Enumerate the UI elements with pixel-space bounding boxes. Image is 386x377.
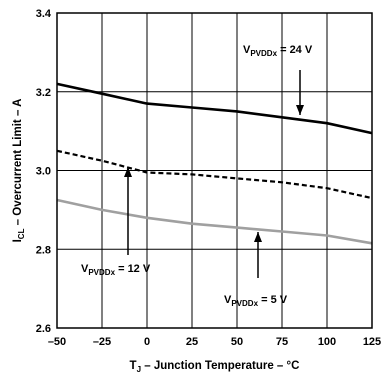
- series-layer: [56, 82, 373, 245]
- annotations-layer: VPVDDx = 24 V VPVDDx = 12 V VPVDDx = 5 V: [81, 44, 313, 308]
- x-tick-label: 100: [318, 336, 336, 348]
- x-tick-label: –25: [93, 336, 111, 348]
- series-label-12v: VPVDDx = 12 V: [81, 263, 151, 277]
- series-line-1: [56, 149, 373, 200]
- tick-labels: –50 –25 0 25 50 75 100 125 2.6 2.8 3.0 3.2 3.4: [36, 8, 381, 348]
- y-tick-label: 3.0: [36, 166, 51, 178]
- x-tick-label: 50: [231, 336, 243, 348]
- y-axis-title: ICL – Overcurrent Limit – A: [12, 99, 26, 243]
- x-tick-label: 0: [144, 336, 150, 348]
- plot-frame: [56, 12, 373, 329]
- series-label-24v: VPVDDx = 24 V: [243, 44, 313, 58]
- y-tick-label: 2.8: [36, 244, 51, 256]
- series-line-0: [56, 82, 373, 135]
- series-line-2: [56, 198, 373, 245]
- x-tick-label: –50: [48, 336, 66, 348]
- annotation-arrows: [124, 70, 304, 278]
- x-axis-title: TJ – Junction Temperature – °C: [130, 360, 300, 374]
- arrow-5v: [254, 232, 262, 278]
- y-tick-label: 2.6: [36, 323, 51, 335]
- arrow-12v: [124, 167, 132, 255]
- x-tick-label: 125: [363, 336, 381, 348]
- y-tick-label: 3.2: [36, 87, 51, 99]
- x-tick-label: 75: [276, 336, 288, 348]
- grid-lines: [57, 13, 372, 328]
- x-tick-label: 25: [186, 336, 198, 348]
- series-label-5v: VPVDDx = 5 V: [224, 294, 288, 308]
- y-tick-label: 3.4: [36, 8, 52, 20]
- arrow-24v: [296, 70, 304, 115]
